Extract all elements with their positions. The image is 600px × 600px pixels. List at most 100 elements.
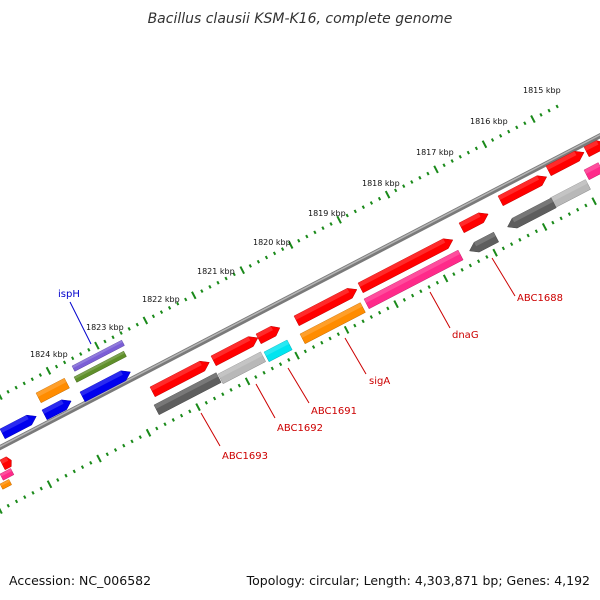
gene-arrow-highlight xyxy=(0,415,29,433)
scale-ticks-inner xyxy=(0,197,597,515)
label-leader-line xyxy=(200,412,221,447)
scale-tick xyxy=(151,314,156,319)
gene-feature xyxy=(0,414,37,440)
gene-feature xyxy=(469,231,500,253)
scale-tick xyxy=(460,267,464,272)
scale-tick xyxy=(353,323,357,328)
scale-label: 1821 kbp xyxy=(197,267,235,276)
gene-feature xyxy=(0,468,15,481)
scale-tick xyxy=(142,316,149,325)
gene-arrow xyxy=(357,238,454,294)
scale-tick xyxy=(130,439,134,444)
scale-tick xyxy=(287,358,291,362)
scale-tick xyxy=(426,171,430,176)
scale-tick xyxy=(237,383,241,388)
scale-tick xyxy=(111,335,115,340)
gene-arrow-highlight xyxy=(80,370,123,396)
scale-tick xyxy=(518,237,522,242)
scale-tick xyxy=(138,435,142,439)
gene-label-dnag: dnaG xyxy=(452,330,479,341)
gene-feature xyxy=(79,370,131,403)
gene-feature xyxy=(357,238,454,294)
scale-tick xyxy=(6,389,10,394)
scale-tick xyxy=(466,150,470,155)
scale-tick xyxy=(0,507,3,515)
scale-tick xyxy=(179,413,184,418)
scale-tick xyxy=(402,297,406,302)
scale-label: 1819 kbp xyxy=(308,209,346,218)
gene-arrow-highlight xyxy=(364,250,461,303)
gene-arrow-highlight xyxy=(459,212,481,227)
gene-arrow xyxy=(149,360,210,398)
gene-arrow-highlight xyxy=(74,351,125,380)
scale-tick xyxy=(113,448,118,452)
scale-tick xyxy=(402,184,406,189)
scale-tick xyxy=(262,370,266,375)
gene-arrow-highlight xyxy=(300,302,363,338)
gene-label-abc1691: ABC1691 xyxy=(311,406,357,417)
scale-tick xyxy=(501,246,506,251)
gene-arrow-highlight xyxy=(294,288,350,320)
scale-tick xyxy=(492,248,498,257)
scale-tick xyxy=(280,247,285,252)
gene-feature xyxy=(73,350,127,383)
gene-arrow-highlight xyxy=(0,468,12,477)
scale-tick xyxy=(191,291,197,300)
scale-tick xyxy=(442,163,446,168)
scale-tick xyxy=(45,366,52,375)
scale-tick xyxy=(254,375,258,379)
scale-tick xyxy=(188,409,192,414)
scale-tick xyxy=(22,381,26,386)
scale-label: 1817 kbp xyxy=(416,148,454,157)
gene-feature xyxy=(255,325,281,345)
gene-feature xyxy=(0,479,12,490)
scale-tick xyxy=(377,196,382,201)
gene-label-isph: ispH xyxy=(58,289,80,300)
scale-tick xyxy=(80,465,85,469)
scale-tick xyxy=(119,331,123,335)
scale-tick xyxy=(204,400,208,405)
gene-feature xyxy=(35,377,70,404)
gene-feature xyxy=(293,288,358,327)
scale-tick xyxy=(526,233,530,238)
scale-tick xyxy=(71,356,75,361)
scale-tick xyxy=(452,272,456,277)
scale-tick xyxy=(321,226,325,231)
accession-text: Accession: NC_006582 xyxy=(9,573,152,588)
gene-labels: ispH ABC1688 dnaG sigA ABC1691 ABC1692 ABC1693 xyxy=(58,289,563,462)
scale-tick xyxy=(229,388,233,392)
scale-label: 1824 kbp xyxy=(30,350,68,359)
gene-feature xyxy=(149,360,210,398)
gene-label-abc1693: ABC1693 xyxy=(222,451,268,462)
scale-tick xyxy=(56,478,60,482)
scale-tick xyxy=(311,345,316,349)
scale-tick xyxy=(394,188,398,193)
scale-tick xyxy=(551,220,555,225)
gene-arrow-highlight xyxy=(211,336,251,360)
scale-tick xyxy=(476,259,481,264)
scale-tick xyxy=(221,392,225,397)
scale-tick xyxy=(353,209,357,214)
gene-arrow-highlight xyxy=(0,479,10,487)
gene-feature xyxy=(0,456,12,471)
gene-feature xyxy=(458,212,489,234)
label-leader-line xyxy=(69,301,92,345)
gene-label-lines xyxy=(69,257,516,447)
scale-tick xyxy=(14,499,19,504)
scale-tick xyxy=(450,159,454,163)
scale-tick xyxy=(294,351,300,360)
scale-tick xyxy=(336,215,342,224)
scale-tick xyxy=(361,205,365,210)
scale-tick xyxy=(345,213,349,218)
scale-tick xyxy=(94,341,100,350)
gene-arrow-highlight xyxy=(512,198,554,223)
scale-tick xyxy=(135,322,139,327)
label-leader-line xyxy=(491,257,516,297)
scale-tick xyxy=(6,503,10,508)
scale-tick xyxy=(559,216,563,221)
gene-arrow-highlight xyxy=(36,378,67,397)
scale-tick xyxy=(184,297,188,302)
scale-tick xyxy=(499,133,503,138)
scale-tick xyxy=(89,460,93,465)
